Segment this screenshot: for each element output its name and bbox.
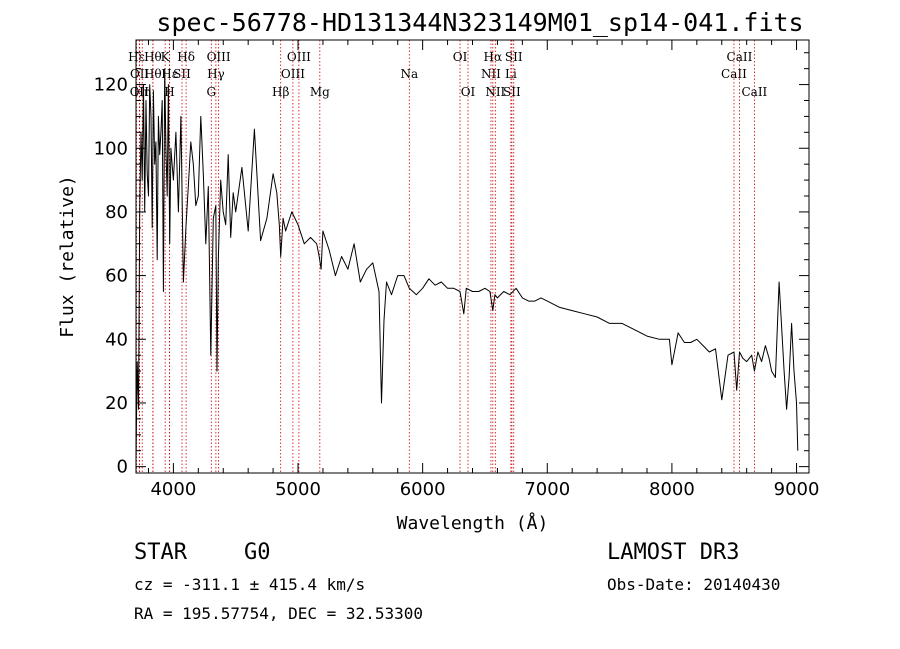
line-label-3: Hη (133, 85, 151, 99)
object-subclass: G0 (244, 540, 271, 565)
y-tick-label-40: 40 (105, 329, 128, 350)
line-label-4: Hθ (144, 67, 162, 81)
y-tick-label-100: 100 (94, 138, 128, 159)
x-tick-label-4000: 4000 (150, 479, 196, 500)
line-label-21: NII (481, 67, 501, 81)
line-label-8: Hε (161, 67, 178, 81)
y-tick-label-80: 80 (105, 202, 128, 223)
spectrum-line (135, 68, 799, 461)
line-label-28: CaII (727, 50, 753, 64)
y-tick-label-60: 60 (105, 266, 128, 287)
chart-title: spec-56778-HD131344N323149M01_sp14-041.f… (156, 8, 804, 37)
coordinates-ra-dec: RA = 195.57754, DEC = 32.53300 (134, 604, 423, 623)
line-label-23: NII (485, 85, 505, 99)
line-label-10: Hδ (177, 50, 195, 64)
line-label-12: Hγ (207, 67, 225, 81)
x-tick-label-6000: 6000 (400, 479, 446, 500)
line-label-22: Hα (484, 50, 503, 64)
line-label-11: G (206, 85, 216, 99)
redshift-cz: cz = -311.1 ± 415.4 km/s (134, 575, 366, 594)
line-label-16: OIII (287, 50, 311, 64)
ticks-layer: 4000 5000 6000 7000 8000 9000 0 20 40 60 80 100 120 (94, 40, 820, 500)
line-label-15: OIII (281, 67, 305, 81)
line-label-27: CaII (721, 67, 747, 81)
line-label-24: Li (505, 67, 517, 81)
x-tick-label-8000: 8000 (649, 479, 695, 500)
survey-name: LAMOST DR3 (607, 540, 740, 565)
emission-lines-layer: HεOIIOIIHηHθHθKHHεSIIHδGHγOIIIHβOIIIOIII… (128, 40, 768, 473)
y-tick-label-0: 0 (117, 457, 128, 478)
x-axis-label: Wavelength (Å) (397, 512, 549, 534)
line-label-2: OII (130, 67, 150, 81)
y-tick-label-120: 120 (94, 75, 128, 96)
object-class: STAR (134, 540, 187, 565)
observation-date: Obs-Date: 20140430 (607, 575, 781, 594)
line-label-17: Mg (310, 85, 330, 99)
plot-frame (135, 39, 810, 474)
x-tick-label-9000: 9000 (774, 479, 820, 500)
line-label-9: SII (173, 67, 191, 81)
line-label-26: SII (505, 50, 523, 64)
x-tick-label-7000: 7000 (524, 479, 570, 500)
line-label-1: OII (130, 85, 150, 99)
y-tick-label-20: 20 (105, 393, 128, 414)
line-label-14: Hβ (272, 85, 289, 99)
line-label-29: CaII (741, 85, 767, 99)
line-label-19: OI (453, 50, 468, 64)
line-label-6: K (161, 50, 171, 64)
spectrum-layer (135, 68, 799, 461)
x-tick-label-5000: 5000 (275, 479, 321, 500)
line-label-18: Na (400, 67, 418, 81)
line-label-25: SII (503, 85, 521, 99)
line-label-20: OI (461, 85, 476, 99)
line-label-13: OIII (207, 50, 231, 64)
y-axis-label: Flux (relative) (57, 175, 78, 338)
line-label-7: H (164, 85, 174, 99)
line-label-5: Hθ (144, 50, 162, 64)
